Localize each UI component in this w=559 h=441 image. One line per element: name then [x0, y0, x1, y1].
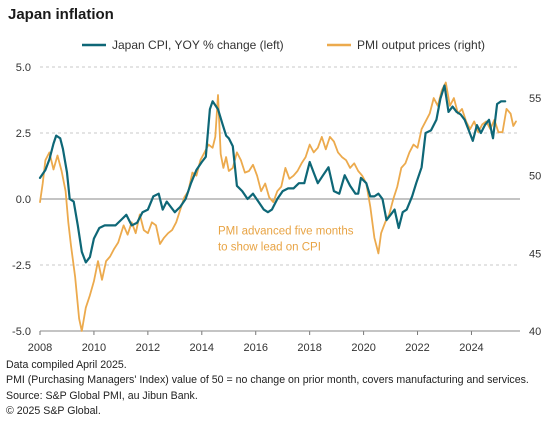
series-layer — [38, 81, 517, 332]
x-tick-label: 2022 — [405, 342, 429, 354]
x-tick-label: 2016 — [243, 342, 267, 354]
y-right-tick-label: 55 — [529, 93, 541, 105]
y-left-tick-label: 2.5 — [16, 128, 31, 140]
right-axis-ticks: 55 50 45 40 — [529, 93, 541, 338]
series-line-cpi — [38, 84, 507, 264]
left-axis-ticks: 5.0 2.5 0.0 -2.5 -5.0 — [12, 62, 31, 338]
y-right-tick-label: 40 — [529, 326, 541, 338]
line-chart: Japan CPI, YOY % change (left) PMI outpu… — [12, 38, 541, 354]
x-tick-label: 2012 — [136, 342, 160, 354]
legend-label-pmi: PMI output prices (right) — [357, 38, 485, 52]
note-source: Source: S&P Global PMI, au Jibun Bank. — [6, 389, 198, 402]
x-tick-label: 2020 — [351, 342, 375, 354]
note-pmi-definition: PMI (Purchasing Managers' Index) value o… — [6, 374, 529, 387]
note-data-compiled: Data compiled April 2025. — [6, 359, 127, 371]
x-tick-label: 2024 — [459, 342, 483, 354]
x-axis-ticks: 2008 2010 2012 2014 2016 2018 2020 2022 2024 — [28, 330, 520, 354]
annotation-layer: PMI advanced five months to show lead on … — [218, 226, 354, 254]
y-left-tick-label: -5.0 — [12, 326, 31, 338]
series-line-pmi — [39, 81, 517, 332]
annotation-text: to show lead on CPI — [218, 241, 321, 253]
y-left-tick-label: 5.0 — [16, 62, 31, 74]
y-left-tick-label: -2.5 — [12, 260, 31, 272]
x-tick-label: 2018 — [297, 342, 321, 354]
chart-title: Japan inflation — [8, 6, 114, 23]
y-right-tick-label: 50 — [529, 171, 541, 183]
grid-lines — [40, 66, 520, 332]
x-tick-label: 2008 — [28, 342, 52, 354]
y-left-tick-label: 0.0 — [16, 194, 31, 206]
x-tick-label: 2014 — [190, 342, 214, 354]
y-right-tick-label: 45 — [529, 248, 541, 260]
x-tick-label: 2010 — [82, 342, 106, 354]
chart-notes: Data compiled April 2025. PMI (Purchasin… — [6, 358, 529, 420]
annotation-text: PMI advanced five months — [218, 226, 354, 238]
chart-legend: Japan CPI, YOY % change (left) PMI outpu… — [82, 38, 485, 52]
note-copyright: © 2025 S&P Global. — [6, 405, 101, 418]
legend-label-cpi: Japan CPI, YOY % change (left) — [112, 38, 284, 52]
